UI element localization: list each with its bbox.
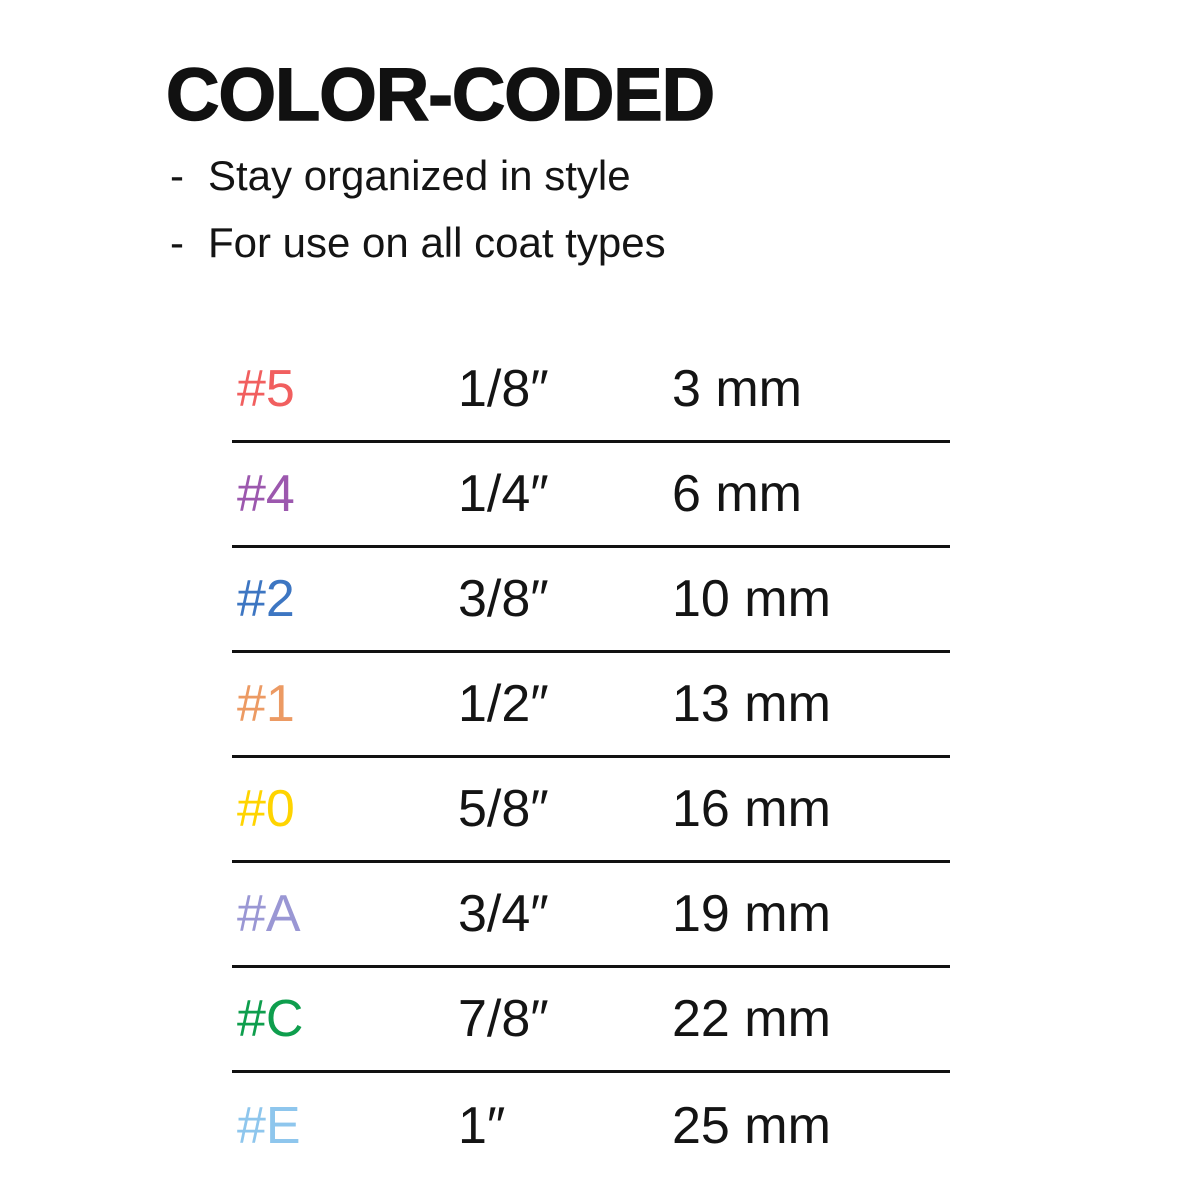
- bullet-item: - Stay organized in style: [170, 142, 666, 209]
- table-row: #A 3/4″ 19 mm: [232, 863, 950, 968]
- size-inches: 1/2″: [458, 675, 549, 733]
- guard-code: #4: [237, 465, 295, 523]
- bullet-dash: -: [170, 219, 184, 266]
- size-inches: 3/4″: [458, 885, 549, 943]
- table-row: #E 1″ 25 mm: [232, 1073, 950, 1178]
- table-row: #C 7/8″ 22 mm: [232, 968, 950, 1073]
- bullet-item: - For use on all coat types: [170, 209, 666, 276]
- size-inches: 1″: [458, 1096, 506, 1155]
- size-table: #5 1/8″ 3 mm #4 1/4″ 6 mm #2 3/8″ 10 mm …: [232, 338, 950, 1178]
- table-row: #2 3/8″ 10 mm: [232, 548, 950, 653]
- guard-code: #2: [237, 570, 295, 628]
- size-mm: 22 mm: [672, 990, 831, 1048]
- size-inches: 7/8″: [458, 990, 549, 1048]
- size-mm: 16 mm: [672, 780, 831, 838]
- size-inches: 5/8″: [458, 780, 549, 838]
- bullet-dash: -: [170, 152, 184, 199]
- guard-code: #C: [237, 990, 304, 1048]
- page-title: COLOR-CODED: [165, 52, 716, 137]
- bullet-list: - Stay organized in style - For use on a…: [170, 142, 666, 276]
- table-row: #0 5/8″ 16 mm: [232, 758, 950, 863]
- size-inches: 3/8″: [458, 570, 549, 628]
- guard-code: #E: [237, 1096, 301, 1155]
- size-inches: 1/8″: [458, 360, 549, 418]
- guard-code: #0: [237, 780, 295, 838]
- size-inches: 1/4″: [458, 465, 549, 523]
- size-mm: 10 mm: [672, 570, 831, 628]
- guard-code: #1: [237, 675, 295, 733]
- bullet-text: For use on all coat types: [208, 219, 666, 266]
- size-mm: 25 mm: [672, 1096, 831, 1155]
- size-mm: 19 mm: [672, 885, 831, 943]
- size-mm: 6 mm: [672, 465, 802, 523]
- size-mm: 3 mm: [672, 360, 802, 418]
- guard-code: #5: [237, 360, 295, 418]
- table-row: #1 1/2″ 13 mm: [232, 653, 950, 758]
- bullet-text: Stay organized in style: [208, 152, 631, 199]
- guard-code: #A: [237, 885, 301, 943]
- size-mm: 13 mm: [672, 675, 831, 733]
- table-row: #5 1/8″ 3 mm: [232, 338, 950, 443]
- table-row: #4 1/4″ 6 mm: [232, 443, 950, 548]
